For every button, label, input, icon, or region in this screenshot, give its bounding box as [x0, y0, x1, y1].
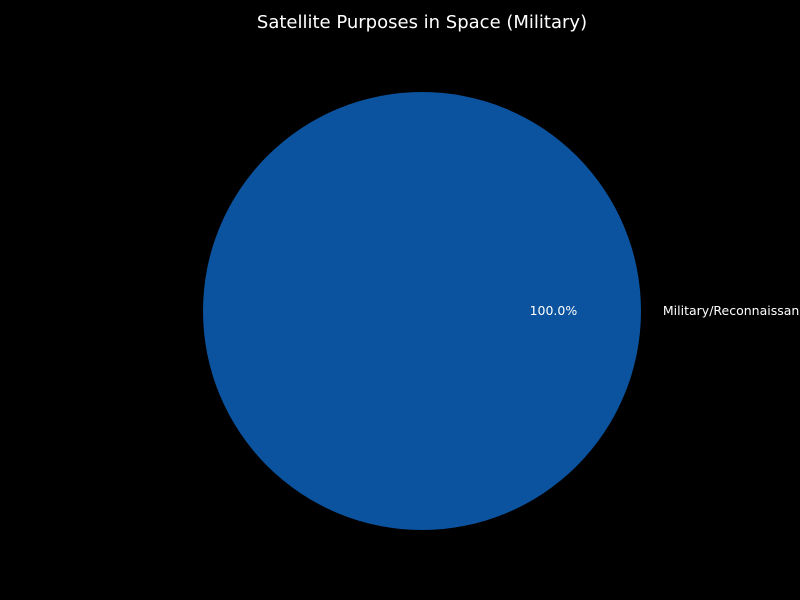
pie-labels: Military/Reconnaissance 100.0% [530, 303, 800, 318]
chart-title: Satellite Purposes in Space (Military) [257, 12, 587, 33]
slice-percent-label: 100.0% [530, 303, 578, 318]
pie-slices [203, 92, 641, 530]
slice-category-label: Military/Reconnaissance [663, 303, 800, 318]
pie-slice-0 [203, 92, 641, 530]
